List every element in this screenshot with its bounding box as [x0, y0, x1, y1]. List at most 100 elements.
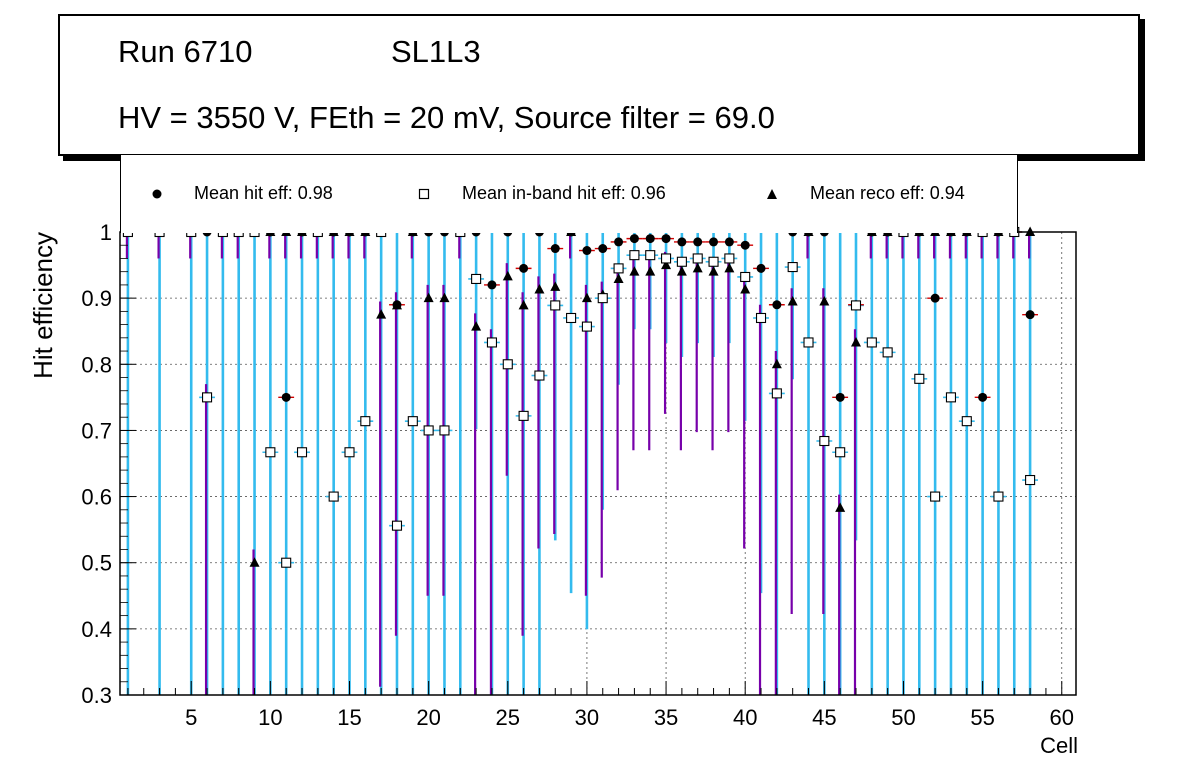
inband-point [771, 388, 782, 399]
hit-point [772, 300, 782, 310]
hit-point [487, 280, 497, 290]
hit-point [756, 263, 766, 273]
hit-point [1025, 310, 1035, 320]
reco-point [724, 262, 735, 273]
axes: 5 10 15 20 25 30 35 40 45 50 55 60 0.3 0.4 0.5 0.6 0.7 0.… [81, 220, 1074, 730]
y-tick-label: 1 [100, 220, 112, 245]
reco-point [787, 295, 798, 306]
inband-point [914, 373, 925, 384]
inband-point [945, 392, 957, 403]
run-label: Run 6710 [118, 34, 253, 69]
inband-point [645, 250, 656, 261]
inband-point [566, 312, 577, 324]
inband-point [850, 300, 862, 311]
hit-point [835, 392, 845, 402]
inband-point [787, 262, 798, 273]
inband-point [581, 321, 592, 332]
inband-point [344, 447, 355, 458]
inband-point [930, 491, 941, 502]
inband-point [518, 410, 529, 421]
y-axis-label: Hit efficiency [28, 232, 58, 379]
reco-point [661, 259, 672, 270]
x-tick-label: 50 [891, 705, 915, 730]
inband-point [676, 256, 687, 267]
hit-point [661, 234, 671, 244]
inband-point [486, 337, 498, 348]
x-tick-label: 35 [654, 705, 678, 730]
legend-inband-eff: Mean in-band hit eff: 0.96 [462, 183, 666, 203]
reco-point [740, 284, 751, 294]
y-tick-label: 0.5 [81, 551, 112, 576]
reco-point [771, 358, 782, 369]
reco-point [471, 321, 482, 331]
x-tick-label: 30 [575, 705, 599, 730]
reco-point [249, 557, 260, 567]
data-markers [122, 226, 1036, 568]
title-run-line: Run 6710 SL1L3 [118, 34, 481, 70]
x-tick-label: 25 [496, 705, 520, 730]
reco-point [692, 262, 703, 273]
hit-point [598, 244, 608, 254]
inband-point [708, 256, 719, 267]
hit-point [392, 300, 402, 310]
reco-point [850, 336, 861, 347]
x-tick-label: 15 [337, 705, 361, 730]
hit-point [693, 237, 703, 247]
hit-point [677, 237, 687, 247]
reco-point [439, 292, 450, 303]
inband-point [661, 253, 672, 264]
y-tick-label: 0.8 [81, 352, 112, 377]
reco-point [676, 266, 687, 276]
inband-point [439, 425, 450, 436]
y-tick-label: 0.6 [81, 485, 112, 510]
y-tick-label: 0.9 [81, 286, 112, 311]
x-tick-label: 60 [1050, 705, 1074, 730]
inband-point [202, 392, 213, 403]
reco-point [613, 273, 624, 283]
title-box: Run 6710 SL1L3 HV = 3550 V, FEth = 20 mV… [58, 14, 1140, 156]
reco-point [645, 266, 656, 276]
hit-point [281, 392, 291, 402]
x-tick-label: 20 [416, 705, 440, 730]
conditions-label: HV = 3550 V, FEth = 20 mV, Source filter… [118, 100, 775, 135]
x-axis-label: Cell [1040, 733, 1078, 758]
hit-point [645, 234, 655, 244]
inband-point [882, 347, 893, 358]
legend-circle-icon [152, 189, 162, 199]
legend-open-square-icon [418, 188, 430, 200]
inband-point [550, 300, 561, 311]
reco-point [502, 270, 513, 281]
inband-point [1025, 474, 1036, 486]
hit-point [582, 246, 592, 256]
hit-point [519, 263, 529, 273]
reco-point [629, 266, 640, 276]
reco-point [423, 292, 434, 303]
inband-point [597, 293, 608, 304]
y-tick-label: 0.7 [81, 418, 112, 443]
inband-point [993, 491, 1004, 502]
reco-point [819, 295, 830, 306]
y-tick-label: 0.3 [81, 683, 112, 708]
inband-point [724, 253, 735, 264]
reco-point [550, 281, 561, 291]
reco-point [581, 292, 592, 303]
hit-point [978, 392, 988, 402]
inband-point [613, 263, 624, 274]
reco-point [534, 284, 545, 294]
reco-point [835, 502, 846, 512]
layer-label: SL1L3 [391, 34, 481, 69]
inband-point [534, 370, 545, 381]
x-tick-label: 5 [185, 705, 197, 730]
inband-point [692, 253, 703, 264]
x-tick-label: 40 [733, 705, 757, 730]
hit-point [724, 237, 734, 247]
inband-point [423, 425, 434, 436]
inband-point [961, 416, 972, 427]
hit-point [930, 293, 940, 303]
x-tick-label: 55 [970, 705, 994, 730]
inband-point [803, 337, 814, 348]
x-tick-label: 10 [258, 705, 282, 730]
inband-point [328, 491, 339, 502]
inband-point [819, 435, 830, 447]
inband-point [391, 520, 403, 531]
